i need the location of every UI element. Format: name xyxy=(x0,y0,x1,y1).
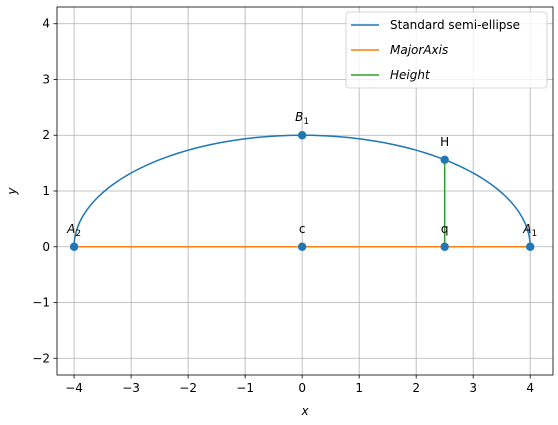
point-marker xyxy=(440,242,449,251)
y-tick-label: 1 xyxy=(42,184,50,198)
point-label: A2 xyxy=(66,222,81,239)
legend-label: Height xyxy=(390,68,431,82)
x-tick-label: 1 xyxy=(355,381,363,395)
x-tick-label: 4 xyxy=(526,381,534,395)
x-axis-label: x xyxy=(300,404,309,418)
legend-box xyxy=(345,11,548,89)
y-tick-label: −1 xyxy=(32,296,50,310)
x-tick-label: −2 xyxy=(179,381,197,395)
legend-label: Standard semi-ellipse xyxy=(390,18,520,32)
x-tick-label: −4 xyxy=(65,381,83,395)
legend: Standard semi-ellipse MajorAxis Height xyxy=(345,11,548,89)
x-tick-label: 0 xyxy=(298,381,306,395)
point-marker xyxy=(69,242,79,251)
y-tick-label: −2 xyxy=(32,351,50,365)
point-label: H xyxy=(440,135,449,149)
x-tick-label: 2 xyxy=(412,381,420,395)
point-label: c xyxy=(299,222,306,236)
x-tick-label: −1 xyxy=(236,381,254,395)
x-tick-label: 3 xyxy=(469,381,477,395)
points-layer: A2 c q A1 B1 H xyxy=(66,110,537,251)
y-tick-label: 3 xyxy=(42,72,50,86)
point-label: q xyxy=(441,222,449,236)
point-label: B1 xyxy=(295,110,309,127)
y-tick-label: 4 xyxy=(42,17,50,31)
legend-label: MajorAxis xyxy=(390,43,448,57)
point-marker xyxy=(440,155,449,164)
point-marker xyxy=(297,242,307,251)
x-axis-ticks: −4 −3 −2 −1 0 1 2 3 4 xyxy=(65,375,534,395)
y-tick-label: 2 xyxy=(42,128,50,142)
point-marker xyxy=(525,242,535,251)
point-marker xyxy=(297,131,307,140)
point-label: A1 xyxy=(522,222,537,239)
y-tick-label: 0 xyxy=(42,240,50,254)
y-axis-label: y xyxy=(5,187,19,196)
y-axis-ticks: −2 −1 0 1 2 3 4 xyxy=(32,17,57,365)
x-tick-label: −3 xyxy=(122,381,140,395)
